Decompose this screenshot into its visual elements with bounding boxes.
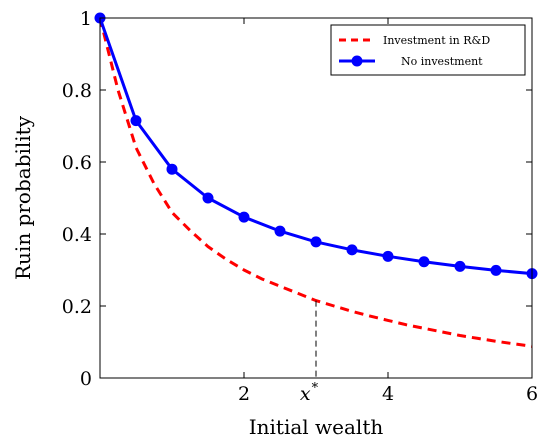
data-point-no-investment xyxy=(274,225,286,237)
y-axis-label: Ruin probability xyxy=(11,115,35,280)
y-tick-label: 1 xyxy=(80,8,92,30)
y-tick-label: 0.6 xyxy=(62,152,92,174)
y-tick-label: 0.4 xyxy=(62,224,92,246)
data-point-no-investment xyxy=(418,256,430,268)
x-tick-label: 6 xyxy=(526,383,538,405)
x-axis-label: Initial wealth xyxy=(249,415,384,439)
data-point-no-investment xyxy=(238,211,250,223)
data-point-no-investment xyxy=(490,264,502,276)
x-tick-label: 4 xyxy=(382,383,394,405)
data-point-no-investment xyxy=(310,236,322,248)
y-tick-label: 0 xyxy=(80,368,92,390)
legend-entry-no-investment: No investment xyxy=(401,55,483,68)
y-tick-label: 0.8 xyxy=(62,80,92,102)
legend-box xyxy=(330,24,526,76)
x-star-label: x* xyxy=(300,381,319,405)
legend-marker-no-investment xyxy=(351,55,363,67)
data-point-no-investment xyxy=(382,250,394,262)
plot-frame xyxy=(99,17,533,379)
legend-entry-investment: Investment in R&D xyxy=(383,34,490,47)
data-point-no-investment xyxy=(166,163,178,175)
x-tick-label: 2 xyxy=(238,383,250,405)
legend: Investment in R&D No investment xyxy=(330,24,526,76)
data-point-no-investment xyxy=(130,115,142,127)
data-point-no-investment xyxy=(454,260,466,272)
y-tick-label: 0.2 xyxy=(62,296,92,318)
data-point-no-investment xyxy=(346,244,358,256)
data-point-no-investment xyxy=(202,192,214,204)
